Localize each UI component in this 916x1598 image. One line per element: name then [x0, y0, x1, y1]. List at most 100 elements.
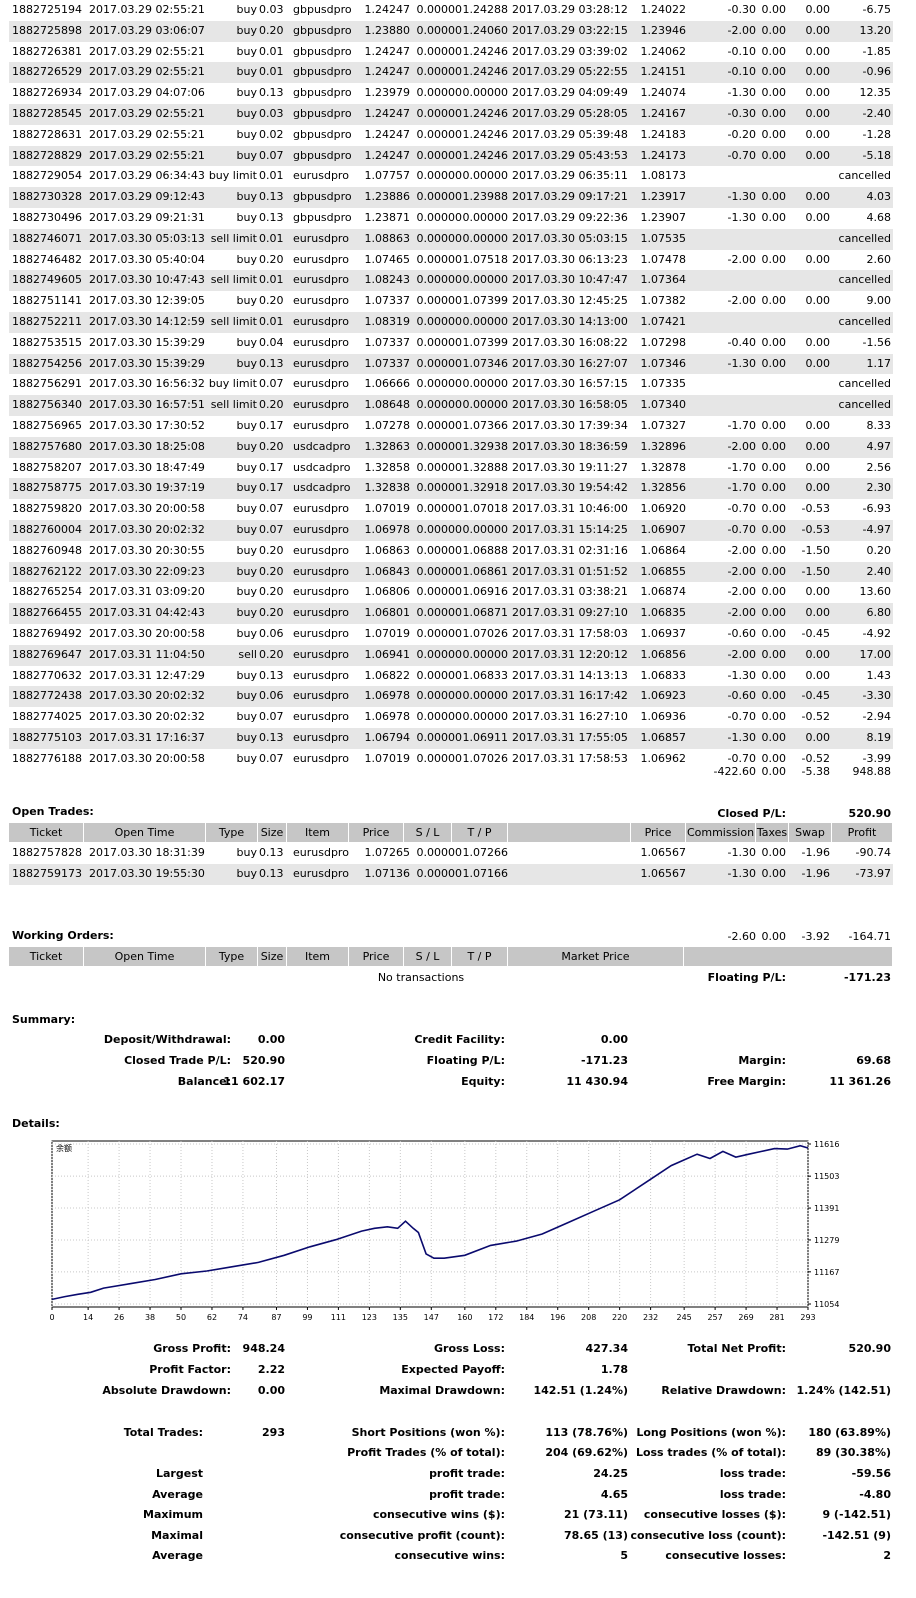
cell-close-price: 1.32856	[640, 481, 687, 495]
cell-size: 0.07	[259, 522, 284, 536]
closed-trade-row: 1882726529 2017.03.29 02:55:21 buy 0.01 gbpu…	[9, 62, 893, 84]
cell-item: usdcadpro	[293, 439, 351, 453]
open-trade-row: 1882757828 2017.03.30 18:31:39 buy 0.13 euru…	[9, 843, 893, 864]
cell-open-price: 1.32858	[364, 460, 411, 474]
cell-open-price: 1.07337	[364, 294, 411, 308]
cell-close-time: 2017.03.29 03:22:15	[512, 23, 628, 37]
stat-maximum-label: Maximum	[143, 1508, 203, 1521]
no-transactions-text: No transactions	[377, 971, 465, 984]
cell-close-time: 2017.03.29 03:28:12	[512, 3, 628, 16]
x-tick-label: 184	[519, 1313, 534, 1322]
open-header-cell	[508, 823, 631, 842]
cell-ticket: 1882766455	[12, 606, 82, 620]
cell-ticket: 1882769492	[12, 626, 82, 640]
cell-size: 0.07	[259, 377, 284, 391]
closed-trade-row: 1882758775 2017.03.30 19:37:19 buy 0.17 usdc…	[9, 478, 893, 500]
cell-tp: 1.32938	[462, 439, 509, 453]
x-tick-label: 62	[207, 1313, 217, 1322]
cell-ticket: 1882756340	[12, 398, 82, 412]
cell-sl: 0.00000	[416, 481, 463, 495]
open-cell: buy	[236, 866, 257, 880]
cell-size: 0.13	[259, 86, 284, 100]
x-tick-label: 111	[331, 1313, 346, 1322]
cell-open-time: 2017.03.30 20:00:58	[89, 626, 205, 640]
closed-trade-row: 1882776188 2017.03.30 20:00:58 buy 0.07 euru…	[9, 749, 893, 770]
cell-sl: 0.00000	[416, 418, 463, 432]
x-tick-label: 0	[49, 1313, 54, 1322]
stat-total-label: Total Trades:	[123, 1426, 203, 1439]
cell-ticket: 1882756291	[12, 377, 82, 391]
cell-size: 0.06	[259, 626, 284, 640]
stat-largest-label: Largest	[156, 1467, 203, 1480]
closed-trade-row: 1882730496 2017.03.29 09:21:31 buy 0.13 gbpu…	[9, 208, 893, 229]
cell-commission: -0.70	[727, 710, 756, 724]
closed-commission-total: -422.60	[713, 765, 756, 778]
balance-value: 11 602.17	[223, 1075, 285, 1088]
cell-profit: 17.00	[859, 647, 892, 661]
cell-open-time: 2017.03.30 20:30:55	[89, 543, 205, 557]
cell-open-price: 1.07337	[364, 335, 411, 349]
cell-sl: 0.00000	[416, 626, 463, 640]
cell-tp: 1.07399	[462, 294, 509, 308]
cell-close-price: 1.23946	[640, 23, 687, 37]
cell-close-time: 2017.03.30 12:45:25	[512, 294, 628, 308]
cell-open-price: 1.08863	[364, 231, 411, 245]
floating-pl-value: -171.23	[843, 971, 891, 985]
open-header-cell: Price	[349, 823, 404, 842]
cell-item: eurusdpro	[293, 252, 349, 266]
cell-profit: 2.56	[866, 460, 892, 474]
x-tick-label: 87	[271, 1313, 281, 1322]
cell-size: 0.02	[259, 127, 284, 141]
cell-ticket: 1882772438	[12, 689, 82, 703]
cell-close-price: 1.07421	[640, 314, 687, 328]
cell-size: 0.03	[259, 3, 284, 16]
cell-sl: 0.00000	[416, 710, 463, 724]
cell-ticket: 1882751141	[12, 294, 82, 308]
cell-open-price: 1.24247	[364, 44, 411, 58]
cell-ticket: 1882728631	[12, 127, 82, 141]
cell-profit: -4.92	[862, 626, 891, 640]
x-tick-label: 269	[738, 1313, 753, 1322]
cell-close-time: 2017.03.29 06:35:11	[512, 169, 628, 183]
cell-open-price: 1.06843	[364, 564, 411, 578]
cell-profit: cancelled	[838, 231, 891, 245]
cell-open-time: 2017.03.30 17:30:52	[89, 418, 205, 432]
cell-close-price: 1.06937	[640, 626, 687, 640]
cell-tp: 1.32918	[462, 481, 509, 495]
cell-item: gbpusdpro	[293, 106, 352, 120]
cell-open-time: 2017.03.29 02:55:21	[89, 106, 205, 120]
cell-swap: 0.00	[805, 460, 831, 474]
cell-type: buy	[236, 710, 257, 724]
cell-type: buy	[236, 44, 257, 58]
cell-item: eurusdpro	[293, 751, 349, 765]
cell-close-time: 2017.03.30 06:13:23	[512, 252, 628, 266]
cell-close-price: 1.06962	[640, 751, 687, 765]
cell-size: 0.17	[259, 460, 284, 474]
cell-open-price: 1.06863	[364, 543, 411, 557]
cell-item: gbpusdpro	[293, 210, 352, 224]
cell-open-price: 1.23880	[364, 23, 411, 37]
cell-type: buy	[236, 564, 257, 578]
open-cell: 1.07266	[462, 846, 509, 859]
stat-long-label: Long Positions (won %):	[636, 1426, 786, 1439]
working-header-cell: Ticket	[9, 947, 84, 966]
cell-open-time: 2017.03.29 06:34:43	[89, 169, 205, 183]
open-cell: 0.00	[761, 846, 787, 859]
cell-type: buy	[236, 65, 257, 79]
stat-maximal-label: Maximal	[151, 1529, 203, 1542]
closed-trade-row: 1882728631 2017.03.29 02:55:21 buy 0.02 gbpu…	[9, 125, 893, 146]
open-cell: 0.00	[761, 866, 787, 880]
stat-long: 180 (63.89%)	[808, 1426, 891, 1439]
x-tick-label: 172	[488, 1313, 503, 1322]
open-header-cell: Item	[287, 823, 349, 842]
working-header-cell: T / P	[452, 947, 508, 966]
cell-size: 0.20	[259, 564, 284, 578]
stat-rel-dd-label: Relative Drawdown:	[661, 1384, 786, 1397]
x-tick-label: 99	[302, 1313, 312, 1322]
cell-sl: 0.00000	[416, 23, 463, 37]
open-cell: -73.97	[855, 866, 891, 880]
cell-close-time: 2017.03.31 15:14:25	[512, 522, 628, 536]
cell-swap: 0.00	[805, 3, 831, 16]
x-tick-label: 160	[457, 1313, 472, 1322]
cell-sl: 0.00000	[416, 585, 463, 599]
